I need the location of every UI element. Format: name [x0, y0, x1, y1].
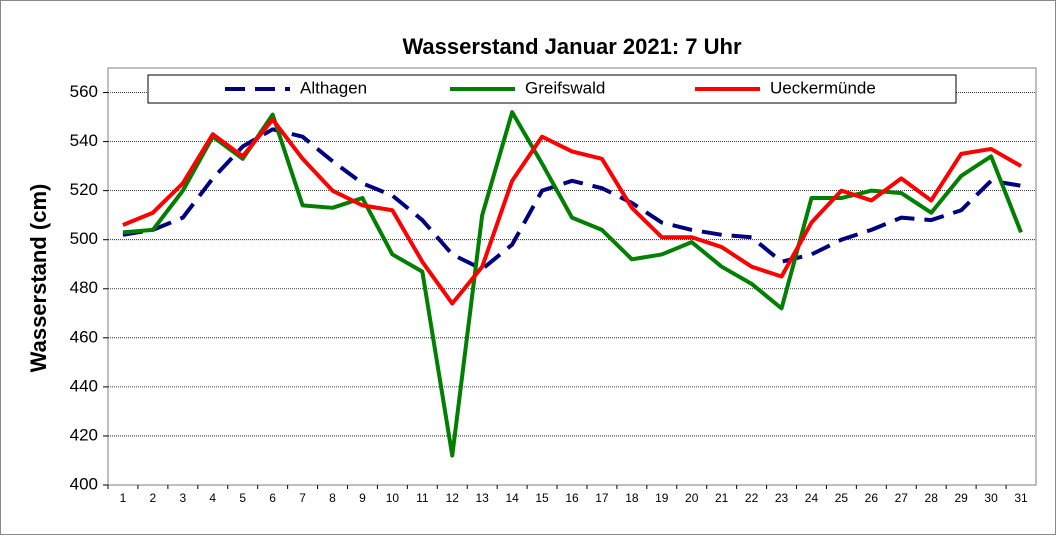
x-tick-label: 31: [1014, 491, 1028, 505]
legend-label: Ueckermünde: [770, 78, 876, 97]
x-tick-label: 28: [925, 491, 939, 505]
y-tick-label: 480: [70, 278, 98, 297]
series-line: [122, 127, 1022, 272]
x-tick-label: 25: [835, 491, 849, 505]
y-tick-label: 500: [70, 229, 98, 248]
x-tick-label: 18: [625, 491, 639, 505]
y-tick-label: 520: [70, 180, 98, 199]
x-tick-label: 14: [505, 491, 519, 505]
y-tick-label: 400: [70, 474, 98, 493]
x-tick-label: 7: [299, 491, 306, 505]
x-tick-label: 10: [386, 491, 400, 505]
x-tick-label: 21: [715, 491, 729, 505]
y-tick-label: 420: [70, 425, 98, 444]
x-tick-label: 5: [239, 491, 246, 505]
chart-title: Wasserstand Januar 2021: 7 Uhr: [402, 34, 742, 59]
x-tick-label: 23: [775, 491, 789, 505]
x-tick-label: 20: [685, 491, 699, 505]
x-tick-label: 13: [476, 491, 490, 505]
x-tick-label: 1: [120, 491, 127, 505]
x-tick-label: 17: [595, 491, 609, 505]
x-tick-label: 19: [655, 491, 669, 505]
series-line: [122, 110, 1023, 458]
x-tick-label: 2: [150, 491, 157, 505]
x-tick-label: 27: [895, 491, 909, 505]
legend-label: Greifswald: [525, 78, 605, 97]
x-tick-label: 4: [209, 491, 216, 505]
y-tick-label: 540: [70, 131, 98, 150]
x-tick-label: 9: [359, 491, 366, 505]
legend-box: [147, 74, 957, 104]
x-tick-label: 22: [745, 491, 759, 505]
x-tick-label: 16: [565, 491, 579, 505]
x-tick-label: 15: [535, 491, 549, 505]
x-tick-label: 3: [179, 491, 186, 505]
y-tick-label: 440: [70, 376, 98, 395]
y-tick-label: 460: [70, 327, 98, 346]
x-tick-label: 26: [865, 491, 879, 505]
x-tick-label: 30: [984, 491, 998, 505]
series-line: [122, 117, 1023, 306]
legend-label: Althagen: [300, 78, 367, 97]
x-tick-label: 11: [416, 491, 429, 505]
x-tick-label: 6: [269, 491, 276, 505]
y-axis-label: Wasserstand (cm): [26, 184, 51, 373]
x-tick-label: 29: [954, 491, 968, 505]
y-tick-label: 560: [70, 82, 98, 101]
plot-area: [107, 67, 1037, 486]
x-tick-label: 8: [329, 491, 336, 505]
x-tick-label: 24: [805, 491, 819, 505]
x-tick-label: 12: [446, 491, 460, 505]
